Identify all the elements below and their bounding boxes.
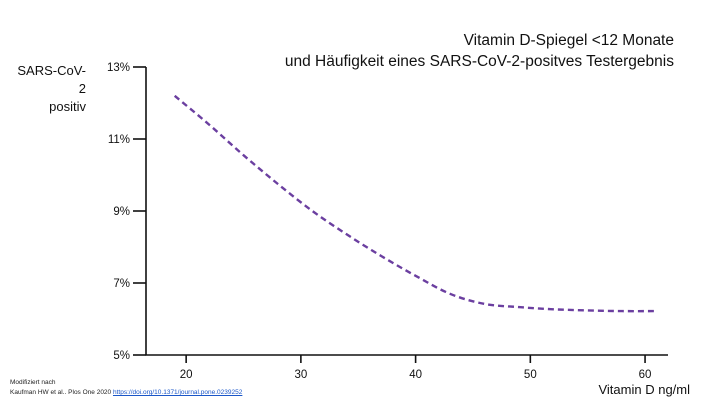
x-tick-label: 60	[639, 369, 652, 381]
x-tick-label: 40	[409, 369, 422, 381]
source-reference: Kaufman HW et al.. Plos One 2020	[10, 389, 112, 396]
chart-title-line-2: und Häufigkeit eines SARS-CoV-2-positves…	[284, 53, 674, 70]
source-line-1: Modifiziert nach	[10, 379, 56, 386]
chart-series	[173, 94, 657, 313]
chart-title: Vitamin D-Spiegel <12 Monate und Häufigk…	[285, 30, 674, 72]
y-tick-label: 11%	[108, 134, 130, 146]
chart-axes	[145, 67, 668, 356]
x-tick-label: 20	[180, 369, 193, 381]
y-tick-label: 7%	[113, 278, 130, 290]
x-axis-label: Vitamin D ng/ml	[598, 382, 690, 397]
y-axis-label-line-1: SARS-CoV-2	[17, 63, 86, 96]
y-axis-label: SARS-CoV-2 positiv	[12, 62, 86, 116]
x-tick-label: 50	[524, 369, 537, 381]
doi-link[interactable]: https://doi.org/10.1371/journal.pone.023…	[112, 389, 243, 396]
y-tick-label: 9%	[113, 206, 130, 218]
chart-ticks: 5% 7% 9% 11% 13% 20 30 40 50 60	[107, 62, 651, 381]
y-axis-label-line-2: positiv	[49, 99, 86, 114]
source-citation: Modifiziert nach Kaufman HW et al.. Plos…	[10, 378, 242, 398]
chart-title-line-1: Vitamin D-Spiegel <12 Monate	[463, 32, 674, 49]
x-tick-label: 30	[294, 369, 307, 381]
series-line	[173, 94, 657, 313]
source-line-2: Kaufman HW et al.. Plos One 2020 https:/…	[10, 388, 242, 398]
y-tick-label: 5%	[113, 350, 130, 362]
y-tick-label: 13%	[107, 62, 130, 74]
